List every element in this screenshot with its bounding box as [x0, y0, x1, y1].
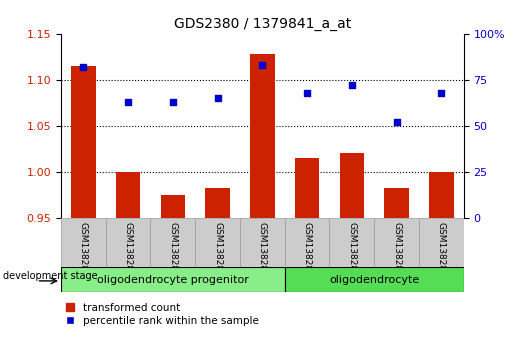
Bar [61, 267, 285, 292]
Bar [419, 218, 464, 267]
Text: GSM138285: GSM138285 [303, 222, 312, 276]
Text: GSM138284: GSM138284 [258, 222, 267, 276]
Text: GSM138283: GSM138283 [213, 222, 222, 276]
Bar [161, 195, 185, 218]
Bar [285, 267, 464, 292]
Bar [116, 172, 140, 218]
Legend: transformed count, percentile rank within the sample: transformed count, percentile rank withi… [66, 303, 259, 326]
Point [214, 95, 222, 101]
Bar [340, 153, 364, 218]
Bar [205, 188, 230, 218]
Bar [429, 172, 454, 218]
Title: GDS2380 / 1379841_a_at: GDS2380 / 1379841_a_at [174, 17, 351, 31]
Text: GSM138280: GSM138280 [79, 222, 88, 276]
Point [79, 64, 87, 70]
Text: oligodendrocyte progenitor: oligodendrocyte progenitor [97, 275, 249, 285]
Text: GSM138282: GSM138282 [169, 222, 178, 276]
Bar [195, 218, 240, 267]
Bar [374, 218, 419, 267]
Bar [240, 218, 285, 267]
Bar [71, 66, 95, 218]
Text: GSM138288: GSM138288 [437, 222, 446, 276]
Bar [285, 218, 330, 267]
Point [392, 119, 401, 125]
Bar [384, 188, 409, 218]
Bar [151, 218, 195, 267]
Bar [330, 218, 374, 267]
Text: GSM138281: GSM138281 [123, 222, 132, 276]
Bar [295, 158, 320, 218]
Text: oligodendrocyte: oligodendrocyte [329, 275, 419, 285]
Point [258, 62, 267, 68]
Text: GSM138286: GSM138286 [347, 222, 356, 276]
Point [348, 82, 356, 88]
Point [437, 90, 446, 95]
Bar [105, 218, 151, 267]
Bar [61, 218, 105, 267]
Point [124, 99, 132, 104]
Point [303, 90, 311, 95]
Text: GSM138287: GSM138287 [392, 222, 401, 276]
Bar [250, 54, 275, 218]
Point [169, 99, 177, 104]
Text: development stage: development stage [3, 271, 98, 281]
